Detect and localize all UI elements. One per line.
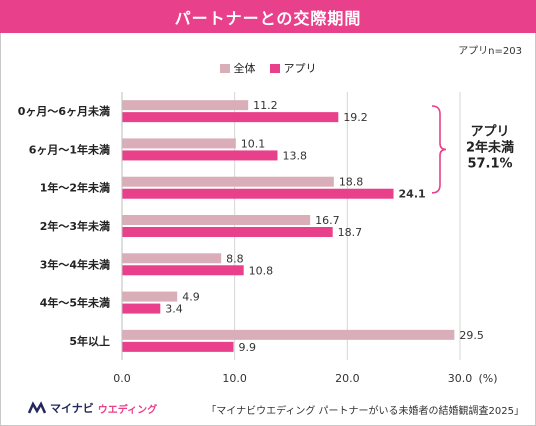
bar xyxy=(122,176,334,187)
chart-legend: 全体 アプリ xyxy=(0,60,536,76)
x-unit-label: (%) xyxy=(478,372,497,385)
data-label: 10.1 xyxy=(241,137,266,150)
logo: マイナビ ウエディング xyxy=(28,400,157,416)
legend-swatch-all xyxy=(219,63,230,73)
category-label: 5年以上 xyxy=(69,334,110,348)
bar xyxy=(122,188,394,199)
annotation-text: 2年未満 xyxy=(466,139,514,155)
bar xyxy=(122,112,339,123)
x-tick-label: 0.0 xyxy=(113,372,131,385)
bar xyxy=(122,291,178,302)
x-tick-label: 30.0 xyxy=(448,372,473,385)
legend-item-app: アプリ xyxy=(269,60,317,76)
annotation-bracket xyxy=(431,105,447,194)
legend-swatch-app xyxy=(269,63,280,73)
x-tick-label: 10.0 xyxy=(222,372,247,385)
data-label: 18.8 xyxy=(339,176,364,189)
data-label: 4.9 xyxy=(182,291,200,304)
annotation-text: 57.1% xyxy=(467,156,512,171)
bar xyxy=(122,150,278,161)
category-label: 3年〜4年未満 xyxy=(40,257,110,271)
bar xyxy=(122,265,244,276)
data-label: 16.7 xyxy=(315,214,340,227)
bar xyxy=(122,341,234,352)
bar xyxy=(122,253,222,264)
category-label: 6ヶ月〜1年未満 xyxy=(29,142,110,156)
data-label: 29.5 xyxy=(459,329,484,342)
bar xyxy=(122,303,161,314)
data-label: 9.9 xyxy=(239,341,256,354)
data-label: 11.2 xyxy=(253,99,277,112)
legend-item-all: 全体 xyxy=(219,60,256,76)
legend-label-all: 全体 xyxy=(233,62,256,75)
data-label: 3.4 xyxy=(165,303,183,316)
bar xyxy=(122,100,249,111)
logo-brand: マイナビ xyxy=(50,402,94,415)
sample-size-note: アプリn=203 xyxy=(458,46,522,57)
x-tick-label: 20.0 xyxy=(335,372,360,385)
category-label: 1年〜2年未満 xyxy=(40,181,110,195)
bar xyxy=(122,215,311,225)
category-label: 2年〜3年未満 xyxy=(40,219,110,233)
category-label: 4年〜5年未満 xyxy=(40,296,110,310)
data-label: 8.8 xyxy=(226,252,244,265)
logo-mark-icon xyxy=(28,401,46,414)
bar xyxy=(122,329,455,340)
chart-title: パートナーとの交際期間 xyxy=(0,0,536,33)
data-label: 18.7 xyxy=(338,226,363,239)
source-note: 「マイナビウエディング パートナーがいる未婚者の結婚観調査2025」 xyxy=(206,406,524,417)
legend-label-app: アプリ xyxy=(283,62,317,75)
data-label: 24.1 xyxy=(399,188,426,201)
category-label: 0ヶ月〜6ヶ月未満 xyxy=(18,104,110,118)
logo-sub: ウエディング xyxy=(97,404,158,416)
annotation-text: アプリ xyxy=(470,124,509,139)
bar xyxy=(122,138,236,149)
data-label: 10.8 xyxy=(249,264,274,277)
data-label: 19.2 xyxy=(343,111,368,124)
data-label: 13.8 xyxy=(282,149,307,162)
bar xyxy=(122,227,333,237)
